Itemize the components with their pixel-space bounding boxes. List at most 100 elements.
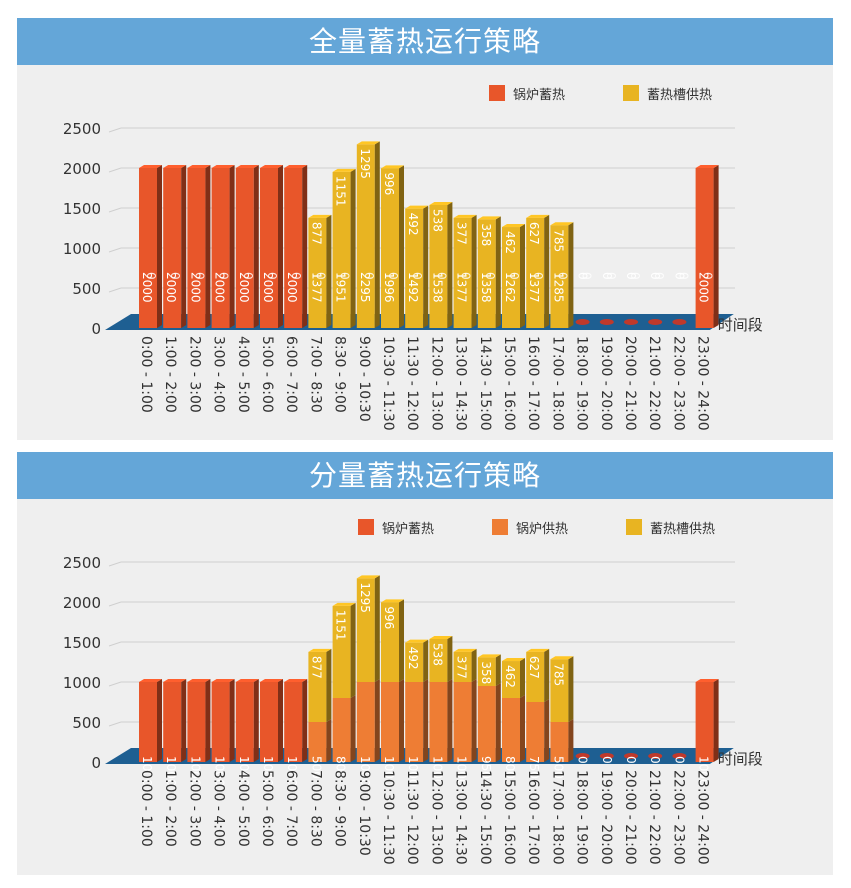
bar-top xyxy=(139,165,162,168)
data-label: 492 xyxy=(406,647,420,670)
bar-side xyxy=(350,602,356,698)
data-label: 1295 xyxy=(358,148,372,179)
bar-top xyxy=(235,679,259,682)
bar-segment xyxy=(453,217,472,328)
bar-side xyxy=(423,639,429,682)
data-label: 2000 xyxy=(140,272,154,303)
bar-top xyxy=(163,679,187,682)
bar-segment xyxy=(381,682,399,762)
bar-segment xyxy=(695,168,714,328)
bar-side xyxy=(229,165,235,328)
data-label: 1377 xyxy=(527,272,541,303)
bar-top xyxy=(381,165,404,169)
legend-swatch xyxy=(489,85,505,101)
x-tick-label: 6:00 - 7:00 xyxy=(283,770,299,847)
data-label: 750 xyxy=(527,756,541,779)
x-tick-label: 8:30 - 9:00 xyxy=(332,336,348,413)
data-label: 0 xyxy=(672,756,686,764)
data-label: 0 xyxy=(628,272,642,280)
bar-segment xyxy=(332,171,351,328)
data-label: 0 xyxy=(434,272,448,280)
bar-segment xyxy=(502,661,520,698)
bar-top xyxy=(308,214,332,218)
y-tick-label: 2500 xyxy=(63,554,101,572)
data-label: 1151 xyxy=(334,610,348,641)
data-label: 0 xyxy=(531,272,545,280)
bar-segment xyxy=(211,682,230,762)
x-tick-label: 0:00 - 1:00 xyxy=(138,770,154,847)
x-tick-label: 10:30 - 11:30 xyxy=(380,770,396,865)
data-label: 1000 xyxy=(213,756,227,787)
data-label: 0 xyxy=(648,756,662,764)
x-tick-label: 12:00 - 13:00 xyxy=(428,336,444,431)
zero-bar-marker xyxy=(599,319,614,325)
legend-label: 锅炉蓄热 xyxy=(382,521,434,537)
x-tick-label: 17:00 - 18:00 xyxy=(549,336,565,431)
bar-side xyxy=(253,165,259,328)
data-label: 877 xyxy=(309,222,323,245)
data-label: 538 xyxy=(430,643,444,666)
bar-segment xyxy=(429,638,448,682)
bar-side xyxy=(447,635,453,682)
bar-segment xyxy=(526,217,545,328)
x-tick-label: 13:00 - 14:30 xyxy=(453,336,469,431)
chart-panel-partial: 分量蓄热运行策略 0 500 1000 1500 2000 2500 时间段 1000 0:00… xyxy=(17,452,833,875)
legend-swatch xyxy=(626,519,642,535)
data-label: 1000 xyxy=(358,756,372,787)
x-tick-label: 8:30 - 9:00 xyxy=(332,770,348,847)
bar-side xyxy=(447,679,453,762)
bar-side xyxy=(495,216,501,328)
y-tick-label: 0 xyxy=(91,320,101,338)
bar-segment xyxy=(187,682,206,762)
data-label: 0 xyxy=(386,272,400,280)
data-label: 0 xyxy=(313,272,327,280)
bar-top xyxy=(429,635,453,639)
bar-side xyxy=(374,575,380,682)
data-label: 0 xyxy=(604,272,618,280)
x-tick-label: 14:30 - 15:00 xyxy=(477,770,493,865)
x-tick-label: 22:00 - 23:00 xyxy=(670,770,686,865)
bar-segment xyxy=(477,686,496,762)
data-label: 0 xyxy=(701,272,715,280)
bar-side xyxy=(229,679,235,762)
data-label: 0 xyxy=(168,272,182,280)
zero-bar-marker xyxy=(599,753,614,759)
legend-label: 蓄热槽供热 xyxy=(650,522,715,537)
bar-top xyxy=(211,679,235,682)
bar-top xyxy=(211,165,235,168)
bar-segment xyxy=(381,602,399,682)
bar-side xyxy=(423,205,429,328)
data-label: 2000 xyxy=(261,272,275,303)
data-label: 0 xyxy=(483,272,497,280)
data-label: 1951 xyxy=(334,272,348,303)
bar-segment xyxy=(526,702,545,762)
data-label: 0 xyxy=(624,272,638,280)
x-tick-label: 20:00 - 21:00 xyxy=(622,336,638,431)
bar-segment xyxy=(356,144,375,328)
data-label: 785 xyxy=(551,663,565,686)
bar-top xyxy=(477,654,501,658)
x-tick-label: 19:00 - 20:00 xyxy=(598,770,614,865)
x-tick-label: 1:00 - 2:00 xyxy=(162,770,178,847)
gridline-diag xyxy=(108,127,122,133)
gridline-diag xyxy=(108,721,122,727)
y-tick-label: 1000 xyxy=(63,240,101,258)
bar-side xyxy=(302,679,308,762)
legend-label: 蓄热槽供热 xyxy=(647,88,712,103)
data-label: 0 xyxy=(144,272,158,280)
data-label: 377 xyxy=(455,222,469,245)
x-tick-label: 5:00 - 6:00 xyxy=(259,336,275,413)
bar-top xyxy=(356,141,380,145)
bar-side xyxy=(544,699,550,762)
data-label: 1151 xyxy=(334,176,348,207)
bar-side xyxy=(471,214,477,328)
bar-segment xyxy=(260,682,278,762)
bar-segment xyxy=(502,227,520,328)
data-label: 1000 xyxy=(406,756,420,787)
data-label: 0 xyxy=(338,272,352,280)
x-tick-label: 22:00 - 23:00 xyxy=(670,336,686,431)
bar-side xyxy=(399,679,404,762)
bar-side xyxy=(495,683,501,762)
x-tick-label: 11:30 - 12:00 xyxy=(404,770,420,865)
